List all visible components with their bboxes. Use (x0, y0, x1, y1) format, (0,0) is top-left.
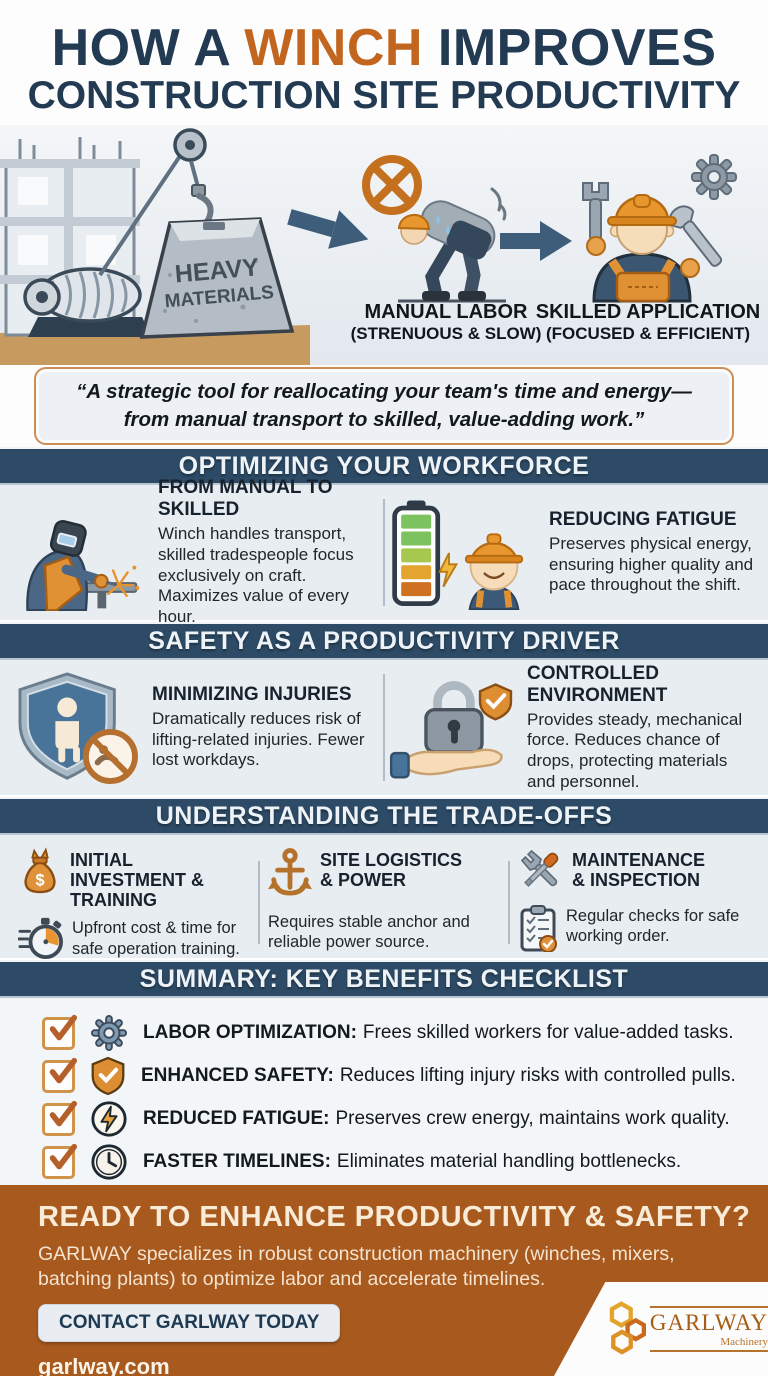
money-bag-icon: $ (18, 847, 62, 900)
quote-line2: from manual transport to skilled, value-… (123, 408, 645, 431)
safety-section: MINIMIZING INJURIES Dramatically reduces… (0, 660, 768, 797)
dollar-symbol: $ (35, 871, 44, 889)
battery-worker-icon (389, 496, 539, 610)
workforce-section: FROM MANUAL TO SKILLED Winch handles tra… (0, 477, 768, 626)
tradeoff-body: Regular checks for safe working order. (566, 907, 740, 946)
gear-icon (691, 154, 737, 200)
welder-icon (12, 495, 148, 611)
skilled-application-sublabel: (FOCUSED & EFFICIENT) (546, 324, 750, 343)
safety-item-body: Dramatically reduces risk of lifting-rel… (152, 708, 365, 770)
checklist-label: FASTER TIMELINES: (143, 1151, 331, 1172)
tradeoff-investment: $ INITIAL INVESTMENT & TRAINING (10, 847, 258, 971)
garlway-hexagons-logo-icon (609, 1301, 646, 1355)
clock-icon (90, 1143, 128, 1181)
skilled-worker-illustration (582, 154, 737, 303)
checkbox-checked-icon (42, 1057, 78, 1093)
website-link[interactable]: garlway.com (38, 1353, 170, 1376)
workforce-item-body: Preserves physical energy, ensuring high… (549, 533, 754, 595)
section-header-summary: SUMMARY: KEY BENEFITS CHECKLIST (0, 960, 768, 998)
masthead: HOW A WINCH IMPROVES CONSTRUCTION SITE P… (0, 0, 768, 125)
column-divider (383, 499, 385, 606)
section-header-tradeoffs: UNDERSTANDING THE TRADE-OFFS (0, 797, 768, 835)
workforce-item-body: Winch handles transport, skilled tradesp… (158, 524, 354, 627)
lightning-icon (90, 1100, 128, 1138)
footer-cta: READY TO ENHANCE PRODUCTIVITY & SAFETY? … (0, 1185, 768, 1376)
tradeoffs-section: $ INITIAL INVESTMENT & TRAINING (0, 835, 768, 960)
checkbox-checked-icon (42, 1100, 78, 1136)
hero-illustration: HEAVY MATERIALS (0, 125, 768, 365)
brand-text-block: GARLWAY Machinery (649, 1306, 768, 1352)
arrow-right-icon (287, 209, 369, 249)
quote-line1: “A strategic tool for reallocating your … (76, 380, 692, 404)
tradeoff-heading: SITE LOGISTICS & POWER (320, 850, 463, 890)
workforce-item-heading: REDUCING FATIGUE (549, 508, 737, 530)
checklist-text: Preserves crew energy, maintains work qu… (335, 1108, 730, 1129)
tradeoff-body: Upfront cost & time for safe operation t… (72, 919, 240, 958)
checklist-label: REDUCED FATIGUE: (143, 1108, 330, 1129)
cta-heading: READY TO ENHANCE PRODUCTIVITY & SAFETY? (38, 1201, 751, 1233)
checklist-text: Eliminates material handling bottlenecks… (336, 1151, 682, 1172)
anchor-icon (268, 847, 312, 904)
quote-section: “A strategic tool for reallocating your … (0, 365, 768, 447)
column-divider (258, 861, 260, 944)
safety-item-heading: MINIMIZING INJURIES (152, 683, 352, 705)
brand-subname: Machinery (649, 1336, 768, 1352)
brand-name: GARLWAY (649, 1306, 768, 1336)
checkbox-checked-icon (42, 1143, 78, 1179)
title-part-b: IMPROVES (422, 19, 717, 77)
checklist-item-timelines: FASTER TIMELINES: Eliminates material han… (42, 1143, 768, 1181)
shield-person-icon (12, 670, 142, 786)
gear-icon (90, 1014, 128, 1052)
title-part-a: HOW A (51, 19, 245, 77)
checklist-item-labor: LABOR OPTIMIZATION: Frees skilled workers… (42, 1014, 768, 1052)
brand-logo-panel: GARLWAY Machinery (554, 1282, 768, 1376)
column-divider (383, 674, 385, 781)
tradeoff-body: Requires stable anchor and reliable powe… (268, 913, 470, 952)
workforce-item-manual-to-skilled: FROM MANUAL TO SKILLED Winch handles tra… (8, 477, 383, 628)
checkbox-checked-icon (42, 1014, 78, 1050)
checklist-item-safety: ENHANCED SAFETY: Reduces lifting injury r… (42, 1056, 768, 1096)
checklist-item-fatigue: REDUCED FATIGUE: Preserves crew energy, m… (42, 1100, 768, 1138)
tired-worker-illustration (397, 187, 507, 303)
arrow-right-icon (500, 221, 572, 261)
quote-box: “A strategic tool for reallocating your … (34, 367, 734, 445)
pulley-cable-illustration (98, 128, 214, 277)
hero-scene-illustration: HEAVY MATERIALS (0, 125, 768, 365)
crossed-circle-icon (362, 155, 422, 215)
shield-check-icon (90, 1056, 126, 1096)
contact-button[interactable]: CONTACT GARLWAY TODAY (38, 1303, 341, 1342)
lock-hand-icon (389, 671, 517, 785)
clipboard-icon (518, 904, 558, 957)
tradeoff-heading: INITIAL INVESTMENT & TRAINING (70, 850, 205, 910)
title-accent-word: WINCH (244, 19, 423, 77)
page-title-line1: HOW A WINCH IMPROVES (0, 22, 768, 74)
stopwatch-icon (16, 916, 64, 965)
skilled-application-label: SKILLED APPLICATION (536, 301, 760, 323)
workforce-item-reducing-fatigue: REDUCING FATIGUE Preserves physical ener… (385, 496, 760, 610)
manual-labor-sublabel: (STRENUOUS & SLOW) (351, 324, 542, 343)
safety-item-minimizing-injuries: MINIMIZING INJURIES Dramatically reduces… (8, 670, 383, 786)
checklist-label: LABOR OPTIMIZATION: (143, 1022, 357, 1043)
section-header-safety: SAFETY AS A PRODUCTIVITY DRIVER (0, 622, 768, 660)
tradeoff-logistics: SITE LOGISTICS & POWER Requires stable a… (260, 847, 508, 952)
checklist-text: Reduces lifting injury risks with contro… (339, 1065, 736, 1086)
checklist-label: ENHANCED SAFETY: (141, 1065, 334, 1086)
tradeoff-heading: MAINTENANCE & INSPECTION (572, 850, 705, 890)
winch-illustration (23, 267, 152, 337)
cta-body: GARLWAY specializes in robust constructi… (38, 1243, 675, 1291)
safety-item-body: Provides steady, mechanical force. Reduc… (527, 709, 743, 791)
workforce-item-heading: FROM MANUAL TO SKILLED (158, 477, 333, 521)
checklist-text: Frees skilled workers for value-added ta… (362, 1022, 734, 1043)
benefits-checklist: LABOR OPTIMIZATION: Frees skilled workers… (0, 998, 768, 1185)
heavy-materials-block: HEAVY MATERIALS (139, 217, 295, 339)
safety-item-controlled-environment: CONTROLLED ENVIRONMENT Provides steady, … (385, 663, 760, 793)
tradeoff-maintenance: MAINTENANCE & INSPECTION (510, 847, 758, 963)
tools-icon (518, 847, 564, 898)
section-header-workforce: OPTIMIZING YOUR WORKFORCE (0, 447, 768, 485)
manual-labor-label: MANUAL LABOR (365, 301, 529, 323)
safety-item-heading: CONTROLLED ENVIRONMENT (527, 662, 668, 706)
page-title-line2: CONSTRUCTION SITE PRODUCTIVITY (27, 74, 741, 117)
column-divider (508, 861, 510, 944)
